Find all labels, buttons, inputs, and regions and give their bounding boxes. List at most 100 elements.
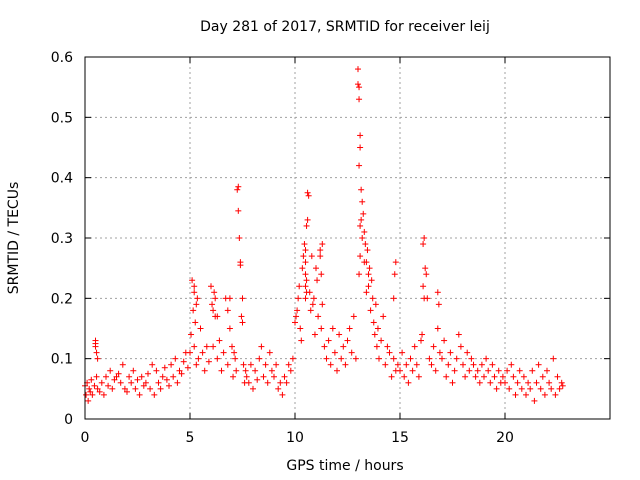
data-point [293, 313, 300, 320]
data-point [372, 301, 379, 308]
data-point [390, 355, 397, 362]
data-point [308, 253, 315, 260]
data-point [499, 373, 506, 380]
data-point [357, 253, 364, 260]
data-point [188, 331, 195, 338]
data-point [447, 349, 454, 356]
data-point [422, 265, 429, 272]
data-point [478, 361, 485, 368]
data-point [307, 307, 314, 314]
data-point [239, 319, 246, 326]
data-point [264, 379, 271, 386]
data-point [266, 349, 273, 356]
data-point [238, 313, 245, 320]
data-point [518, 385, 525, 392]
data-point [493, 385, 500, 392]
data-point [394, 361, 401, 368]
data-point [319, 301, 326, 308]
data-point [239, 295, 246, 302]
data-point [323, 355, 330, 362]
data-point [554, 373, 561, 380]
y-tick-label: 0.5 [51, 110, 73, 126]
data-point [275, 385, 282, 392]
data-point [94, 355, 101, 362]
data-point [432, 367, 439, 374]
data-point [420, 241, 427, 248]
data-point [231, 349, 238, 356]
data-point [88, 376, 95, 383]
data-point [236, 235, 243, 241]
data-point [310, 295, 317, 302]
data-point [361, 259, 368, 266]
y-tick-label: 0 [64, 412, 73, 428]
data-point [319, 241, 326, 248]
data-point [180, 358, 187, 365]
data-point [556, 385, 563, 392]
axes: 0 0.1 0.2 0.3 0.4 0.5 0.6 0 5 10 15 20 [51, 50, 610, 446]
data-point [92, 340, 99, 347]
data-point [136, 391, 143, 398]
data-point [327, 361, 334, 368]
data-point [303, 277, 310, 284]
data-point [149, 361, 156, 368]
data-point [252, 367, 259, 374]
data-point [281, 373, 288, 380]
data-point [174, 379, 181, 386]
data-point [357, 132, 364, 139]
data-point [384, 343, 391, 350]
data-point [187, 349, 193, 356]
data-point [357, 222, 364, 229]
data-point [178, 370, 185, 377]
data-point [115, 370, 122, 377]
data-point [220, 349, 227, 356]
data-point [364, 247, 371, 254]
data-point [111, 376, 118, 383]
data-point [336, 331, 343, 338]
data-point [317, 247, 324, 254]
data-point [172, 355, 179, 362]
data-point [292, 319, 298, 326]
data-point [117, 379, 124, 386]
data-point [121, 385, 128, 392]
data-point [371, 331, 378, 338]
data-point [529, 367, 536, 374]
data-point [338, 355, 345, 362]
data-point [401, 373, 408, 380]
data-point [415, 373, 422, 380]
data-point [103, 373, 109, 380]
data-point [464, 349, 471, 356]
data-point [365, 271, 372, 278]
data-point [411, 343, 418, 350]
data-point [525, 379, 532, 386]
data-point [237, 262, 244, 269]
data-point [295, 295, 302, 302]
data-point [340, 343, 347, 350]
data-point [89, 391, 96, 398]
data-point [226, 295, 233, 302]
data-point [399, 349, 406, 356]
y-axis-label: SRMTID / TECUs [6, 182, 22, 295]
data-point [468, 355, 475, 362]
data-point [91, 382, 98, 389]
data-point [210, 307, 217, 314]
data-points [82, 66, 566, 404]
data-point [405, 379, 412, 386]
data-point [355, 66, 361, 73]
data-point [356, 96, 363, 103]
data-point [216, 337, 223, 344]
data-point [544, 367, 550, 374]
data-point [297, 325, 304, 332]
data-point [314, 277, 321, 284]
data-point [495, 367, 502, 374]
data-point [205, 358, 212, 365]
data-point [132, 385, 139, 392]
data-point [303, 222, 310, 229]
data-point [138, 373, 145, 380]
data-point [358, 186, 365, 193]
data-point [466, 367, 473, 374]
data-point [508, 361, 515, 368]
data-point [318, 325, 325, 332]
data-point [481, 373, 487, 380]
data-point [218, 367, 225, 374]
data-point [83, 391, 90, 398]
